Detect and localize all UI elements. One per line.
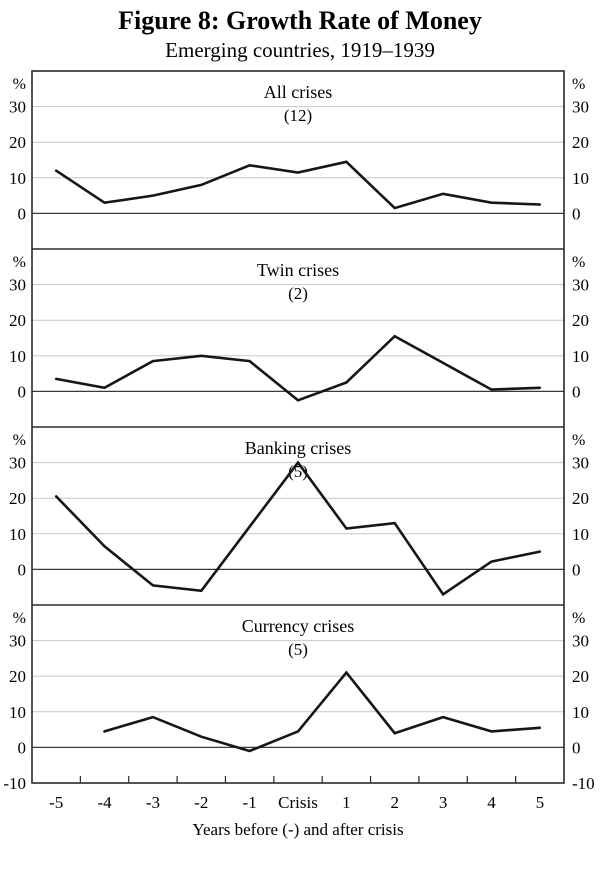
series-line-banking-crises — [54, 460, 542, 597]
y-tick-label-right: 0 — [572, 738, 581, 757]
y-tick-label-left: 0 — [18, 738, 27, 757]
figure-header: Figure 8: Growth Rate of Money Emerging … — [0, 0, 600, 63]
chart-frame — [31, 70, 565, 784]
y-unit-label-right: % — [572, 76, 585, 93]
y-tick-label-left: 20 — [9, 133, 26, 152]
x-tick-label: -2 — [194, 793, 208, 812]
panel-title: Twin crises — [257, 260, 339, 280]
y-tick-label-left: 0 — [18, 382, 27, 401]
figure-title: Figure 8: Growth Rate of Money — [118, 6, 482, 35]
series-line-currency-crises — [103, 670, 542, 753]
y-tick-label-right: 20 — [572, 667, 589, 686]
series-line-twin-crises — [54, 334, 542, 402]
x-tick-label: 1 — [342, 793, 351, 812]
y-tick-label-left: 10 — [9, 525, 26, 544]
y-unit-label-right: % — [572, 254, 585, 271]
y-tick-label-right: 10 — [572, 347, 589, 366]
x-tick-label: -4 — [97, 793, 112, 812]
y-tick-label-right: 0 — [572, 560, 581, 579]
series-line-all-crises — [54, 160, 542, 210]
x-tick-label: 3 — [439, 793, 448, 812]
panel-title: Currency crises — [242, 616, 354, 636]
y-min-label-right: -10 — [572, 774, 595, 793]
x-tick-label: Crisis — [278, 793, 318, 812]
y-tick-label-left: 30 — [9, 276, 26, 295]
y-tick-label-left: 20 — [9, 667, 26, 686]
y-tick-label-left: 0 — [18, 204, 27, 223]
panel-count: (5) — [288, 462, 308, 481]
x-tick-label: -3 — [146, 793, 160, 812]
panel-count: (12) — [284, 106, 312, 125]
y-unit-label-left: % — [13, 610, 26, 627]
y-tick-label-right: 20 — [572, 489, 589, 508]
y-tick-label-left: 30 — [9, 454, 26, 473]
y-unit-label-left: % — [13, 432, 26, 449]
y-tick-label-left: 0 — [18, 560, 27, 579]
y-tick-label-right: 0 — [572, 204, 581, 223]
y-tick-label-left: 20 — [9, 489, 26, 508]
x-tick-label: -5 — [49, 793, 63, 812]
y-tick-label-right: 10 — [572, 703, 589, 722]
panel-title: Banking crises — [245, 438, 351, 458]
y-min-label-left: -10 — [3, 774, 26, 793]
y-tick-label-right: 20 — [572, 133, 589, 152]
y-unit-label-left: % — [13, 254, 26, 271]
y-tick-label-left: 30 — [9, 98, 26, 117]
x-tick-label: 2 — [390, 793, 399, 812]
y-tick-label-left: 30 — [9, 632, 26, 651]
panel-title: All crises — [264, 82, 332, 102]
x-tick-label: 5 — [536, 793, 545, 812]
y-unit-label-left: % — [13, 76, 26, 93]
y-tick-label-right: 30 — [572, 454, 589, 473]
y-unit-label-right: % — [572, 432, 585, 449]
figure-subtitle: Emerging countries, 1919–1939 — [165, 37, 435, 62]
y-tick-label-left: 10 — [9, 169, 26, 188]
panel-count: (2) — [288, 284, 308, 303]
y-tick-label-right: 30 — [572, 276, 589, 295]
y-tick-label-right: 0 — [572, 382, 581, 401]
y-tick-label-right: 30 — [572, 632, 589, 651]
y-tick-label-right: 30 — [572, 98, 589, 117]
y-tick-label-right: 10 — [572, 525, 589, 544]
y-tick-label-right: 10 — [572, 169, 589, 188]
panel-count: (5) — [288, 640, 308, 659]
y-unit-label-right: % — [572, 610, 585, 627]
x-tick-label: -1 — [243, 793, 257, 812]
x-axis-caption: Years before (-) and after crisis — [192, 820, 403, 839]
x-tick-label: 4 — [487, 793, 496, 812]
y-tick-label-left: 10 — [9, 347, 26, 366]
y-tick-label-right: 20 — [572, 311, 589, 330]
y-tick-label-left: 10 — [9, 703, 26, 722]
y-tick-label-left: 20 — [9, 311, 26, 330]
